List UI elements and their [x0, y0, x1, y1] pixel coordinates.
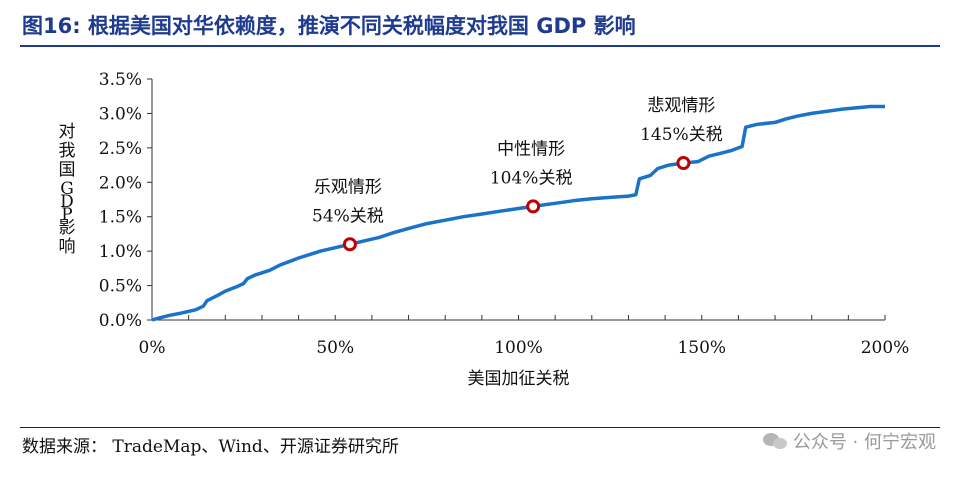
figure-title: 图16: 根据美国对华依赖度，推演不同关税幅度对我国 GDP 影响: [22, 14, 636, 38]
y-tick-label: 1.5%: [99, 208, 142, 228]
x-axis-label: 美国加征关税: [468, 369, 570, 389]
gdp-impact-line-chart: 0.0% 0.5% 1.0% 1.5% 2.0% 2.5% 3.0% 3.5% 0% 50% 100…: [59, 70, 910, 389]
title-underline: [20, 45, 940, 47]
tick-labels: 0.0% 0.5% 1.0% 1.5% 2.0% 2.5% 3.0% 3.5% 0% 50% 100…: [99, 70, 910, 358]
series-line: [151, 104, 885, 322]
x-tick-label: 150%: [677, 338, 726, 358]
y-tick-label: 2.5%: [99, 139, 142, 159]
y-tick-label: 1.0%: [99, 242, 142, 262]
scenario-marker: [676, 156, 691, 171]
x-tick-label: 200%: [861, 338, 910, 358]
y-tick-label: 3.5%: [99, 70, 142, 90]
y-tick-label: 0.5%: [99, 277, 142, 297]
scenario-label-name: 中性情形: [497, 139, 565, 159]
chart-axes: [147, 78, 886, 321]
wechat-watermark: 公众号 · 何宁宏观: [762, 428, 936, 454]
footer-divider: [20, 427, 940, 428]
scenario-marker: [342, 237, 357, 252]
scenario-label-tariff: 54%关税: [312, 206, 384, 226]
x-tick-label: 0%: [139, 338, 166, 358]
scenario-markers: 乐观情形 54%关税 中性情形 104%关税 悲观情形 145%关税: [312, 96, 723, 252]
scenario-marker: [526, 199, 541, 214]
y-tick-label: 2.0%: [99, 173, 142, 193]
wechat-icon: [762, 432, 789, 450]
scenario-label-name: 悲观情形: [647, 96, 715, 116]
data-source-note: 数据来源： TradeMap、Wind、开源证券研究所: [22, 437, 399, 457]
scenario-label-tariff: 145%关税: [640, 125, 723, 145]
x-tick-label: 50%: [316, 338, 354, 358]
series-layer: [151, 104, 885, 322]
x-tick-label: 100%: [494, 338, 543, 358]
scenario-label-name: 乐观情形: [314, 177, 382, 197]
y-tick-label: 3.0%: [99, 104, 142, 124]
y-axis-label: 对我国 G D P 影响: [59, 122, 76, 257]
y-tick-label: 0.0%: [99, 311, 142, 331]
axis-labels: 美国加征关税 对我国 G D P 影响: [59, 122, 570, 389]
scenario-label-tariff: 104%关税: [490, 168, 573, 188]
watermark-text: 公众号 · 何宁宏观: [792, 432, 936, 453]
